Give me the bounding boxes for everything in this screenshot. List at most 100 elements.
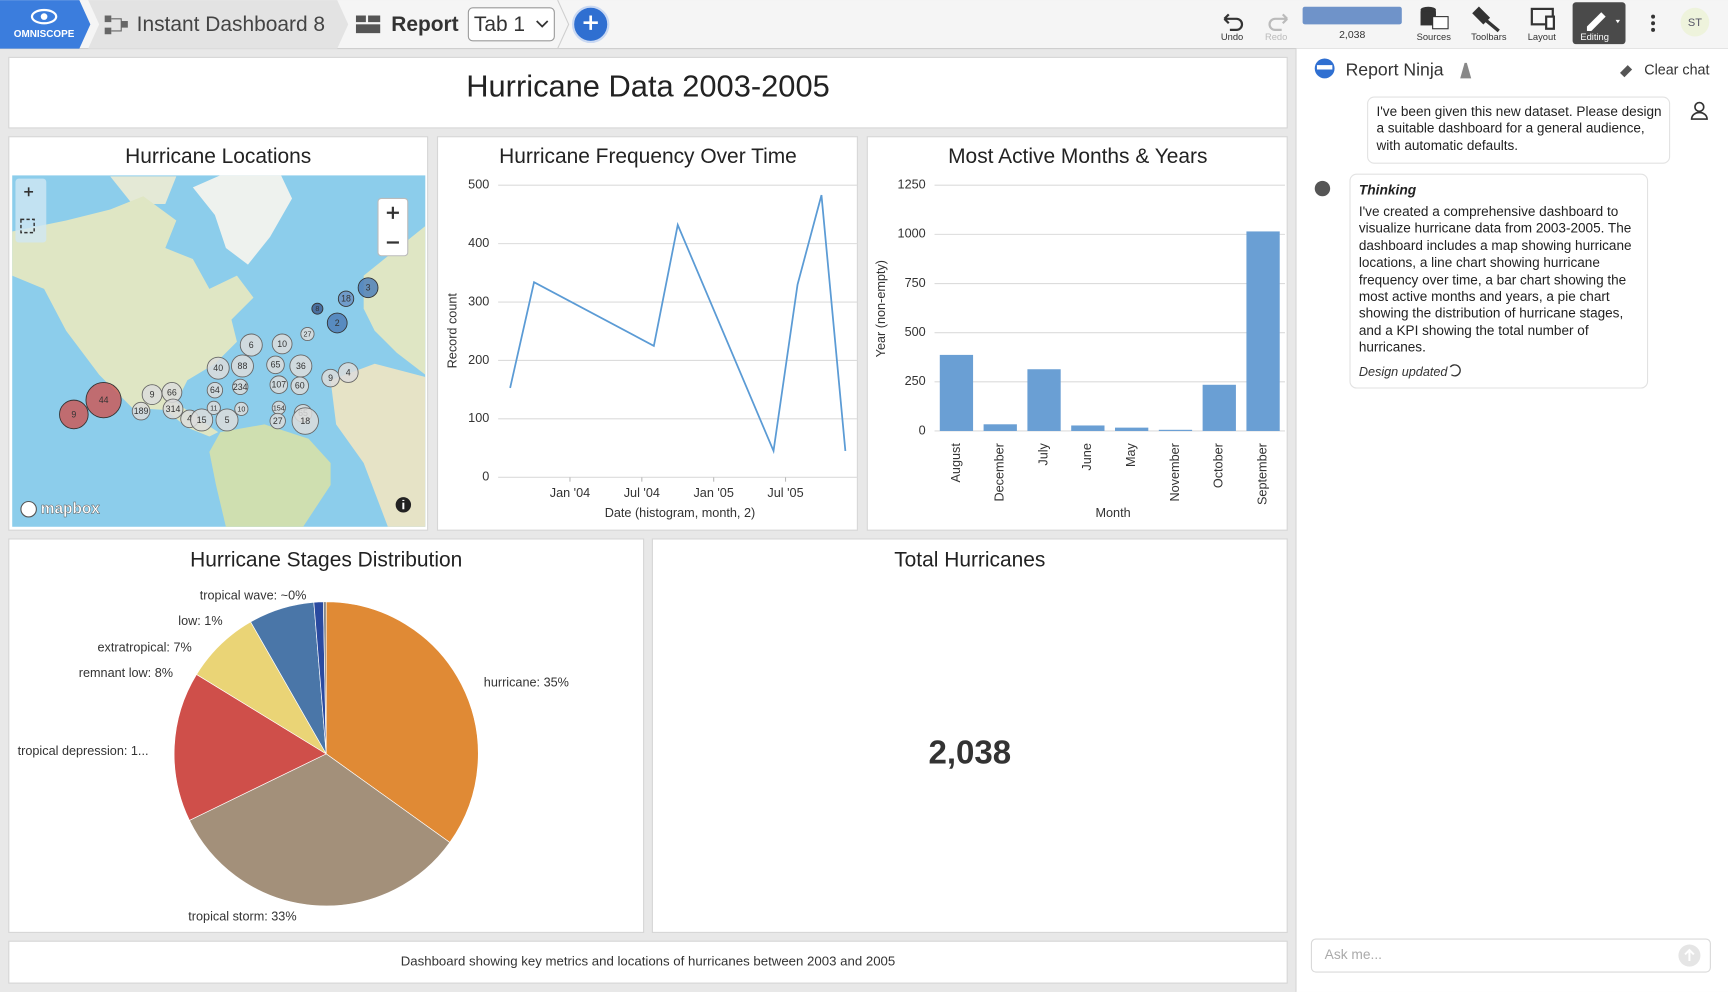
cluster (162, 398, 184, 420)
cluster-label: 27 (273, 416, 283, 426)
cluster-label: 314 (166, 404, 181, 414)
pan-icon (24, 187, 34, 197)
avatar[interactable] (1680, 7, 1710, 37)
cluster (357, 277, 379, 299)
land (209, 424, 331, 527)
chat-input[interactable] (1310, 938, 1711, 973)
report-label[interactable]: Report (391, 13, 458, 36)
cluster (291, 407, 319, 435)
cluster-label: 154 (273, 404, 285, 412)
tab-chevron (536, 20, 549, 28)
chat-title: Report Ninja (1346, 59, 1444, 79)
cluster-label: 88 (238, 361, 248, 371)
logo[interactable]: OMNISCOPE (0, 0, 91, 49)
breadcrumb-icon (104, 15, 128, 35)
dot (1651, 14, 1656, 19)
cluster-label: 44 (99, 395, 109, 405)
record-bar (1302, 6, 1402, 25)
toolbar-label[interactable]: Redo (1265, 32, 1287, 42)
bar (1027, 369, 1061, 431)
add-button[interactable] (571, 5, 610, 44)
cluster-label: 65 (271, 360, 281, 370)
cluster-label: 10 (277, 339, 287, 349)
land (12, 196, 254, 437)
layout-icon[interactable] (1530, 7, 1555, 30)
footer-panel (8, 940, 1288, 984)
cluster-label: 18 (300, 416, 310, 426)
user-message: I've been given this new dataset. Please… (1376, 103, 1662, 154)
message-status: Design updated (1359, 365, 1449, 379)
clear-chat[interactable]: Clear chat (1644, 62, 1709, 78)
cluster-label: 9 (328, 373, 333, 383)
toolbar-label[interactable]: Layout (1528, 32, 1557, 42)
redo-icon[interactable] (1268, 13, 1288, 31)
icon-part (104, 27, 112, 35)
undo-icon[interactable] (1223, 13, 1244, 31)
record-count: 2,038 (1339, 30, 1365, 41)
x-tick-label: June (1080, 443, 1094, 470)
x-tick-label: Jan '05 (693, 486, 733, 500)
cluster-label: 234 (233, 382, 248, 392)
add-plus (583, 15, 598, 30)
land (330, 363, 426, 527)
cluster-label: 189 (134, 406, 149, 416)
breadcrumb[interactable]: Instant Dashboard 8 (137, 13, 325, 36)
cluster (271, 333, 293, 355)
toolbar-label[interactable]: Sources (1417, 32, 1452, 42)
cluster-label: 66 (167, 387, 177, 397)
cluster (85, 382, 122, 419)
cluster-label: 11 (210, 404, 217, 412)
sources-icon[interactable] (1420, 6, 1449, 30)
map-tools[interactable] (15, 178, 47, 243)
y-tick-label: 300 (468, 294, 489, 308)
toolbar-label[interactable]: Editing (1580, 32, 1609, 42)
cluster-label: 3 (366, 283, 371, 293)
pie-label: remnant low: 8% (79, 666, 173, 680)
toolbar-label[interactable]: Toolbars (1471, 32, 1507, 42)
editing-bg[interactable] (1572, 2, 1626, 45)
cluster (230, 354, 254, 378)
y-tick-label: 400 (468, 236, 489, 250)
cluster-label: 6 (249, 340, 254, 350)
y-tick-label: 500 (468, 178, 489, 192)
dot (1651, 21, 1656, 26)
more-menu[interactable] (1651, 14, 1656, 32)
bar (1246, 231, 1280, 431)
cluster (131, 401, 151, 421)
cluster-label: 10 (237, 405, 245, 413)
y-tick-label: 100 (468, 411, 489, 425)
toolbar-label[interactable]: Undo (1221, 32, 1243, 42)
bar (983, 424, 1017, 431)
attribution[interactable]: mapbox (41, 500, 101, 517)
chart-title: Hurricane Frequency Over Time (499, 145, 797, 168)
tab-select[interactable]: Tab 1 (467, 7, 555, 42)
cluster (300, 326, 315, 342)
toolbars-icon[interactable] (1472, 6, 1500, 33)
cluster-label: 15 (197, 415, 207, 425)
x-tick-label: Jul '05 (767, 486, 803, 500)
x-tick-label: July (1036, 442, 1050, 465)
cluster-label: 9 (71, 409, 76, 419)
x-tick-label: December (993, 443, 1007, 501)
cluster-label: 5 (225, 415, 230, 425)
chat-placeholder: Ask me... (1325, 947, 1382, 962)
line-panel (436, 136, 858, 531)
land (110, 176, 177, 204)
icon-part (1432, 16, 1449, 30)
cluster (326, 312, 348, 334)
breadcrumb-bg (88, 0, 349, 49)
cluster-label: 64 (210, 385, 220, 395)
pie-label: extratropical: 7% (97, 640, 191, 654)
map-title: Hurricane Locations (125, 145, 311, 168)
zoom-control[interactable] (377, 197, 409, 257)
y-tick-label: 750 (905, 276, 926, 290)
logo-text: OMNISCOPE (14, 29, 75, 40)
icon-part (121, 21, 128, 28)
cluster-label: 107 (271, 380, 286, 390)
logo-icon (30, 8, 58, 25)
pie-label: tropical wave: ~0% (200, 589, 307, 603)
y-tick-label: 1250 (898, 178, 926, 192)
cluster (232, 378, 249, 396)
land (363, 226, 426, 375)
